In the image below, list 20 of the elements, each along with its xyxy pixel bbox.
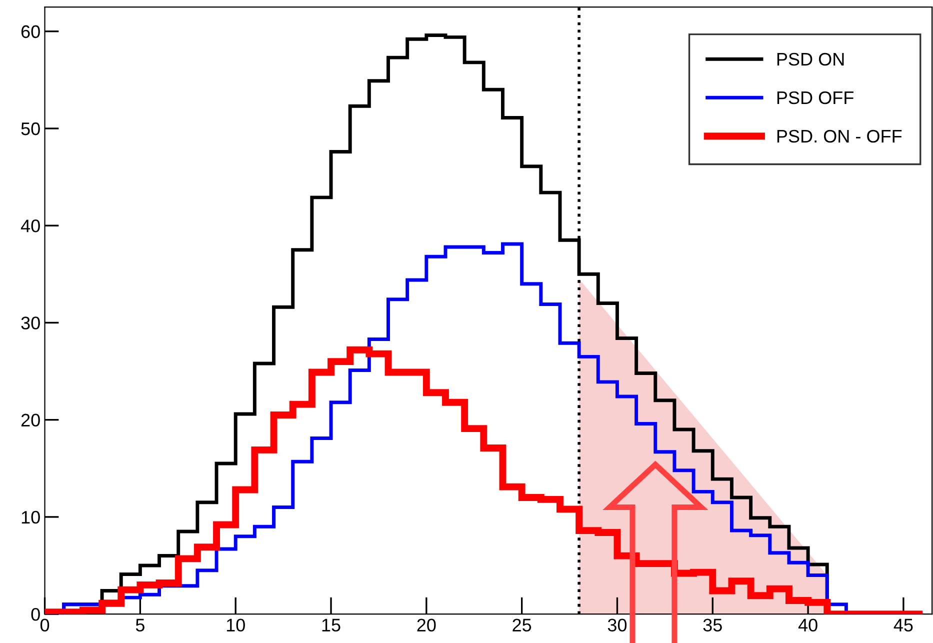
legend-label: PSD OFF — [777, 91, 854, 104]
x-tick-label: 5 — [136, 618, 144, 632]
x-tick-label: 45 — [894, 618, 913, 632]
y-tick-label: 60 — [21, 25, 40, 38]
legend-label: PSD ON — [777, 52, 844, 66]
x-tick-label: 30 — [608, 618, 627, 632]
x-tick-label: 25 — [512, 618, 532, 632]
x-tick-label: 40 — [798, 618, 818, 632]
x-tick-label: 10 — [226, 618, 245, 632]
x-tick-label: 35 — [703, 618, 722, 632]
y-tick-label: 20 — [21, 414, 40, 427]
y-tick-label: 30 — [21, 316, 40, 330]
y-tick-label: 40 — [20, 220, 40, 232]
y-tick-label: 50 — [21, 122, 40, 136]
y-tick-label: 0 — [31, 608, 40, 621]
legend-label: PSD. ON - OFF — [777, 130, 902, 143]
x-tick-label: 0 — [40, 618, 50, 632]
y-tick-label: 10 — [22, 510, 40, 524]
x-tick-label: 20 — [417, 618, 436, 632]
x-tick-label: 15 — [322, 618, 340, 632]
